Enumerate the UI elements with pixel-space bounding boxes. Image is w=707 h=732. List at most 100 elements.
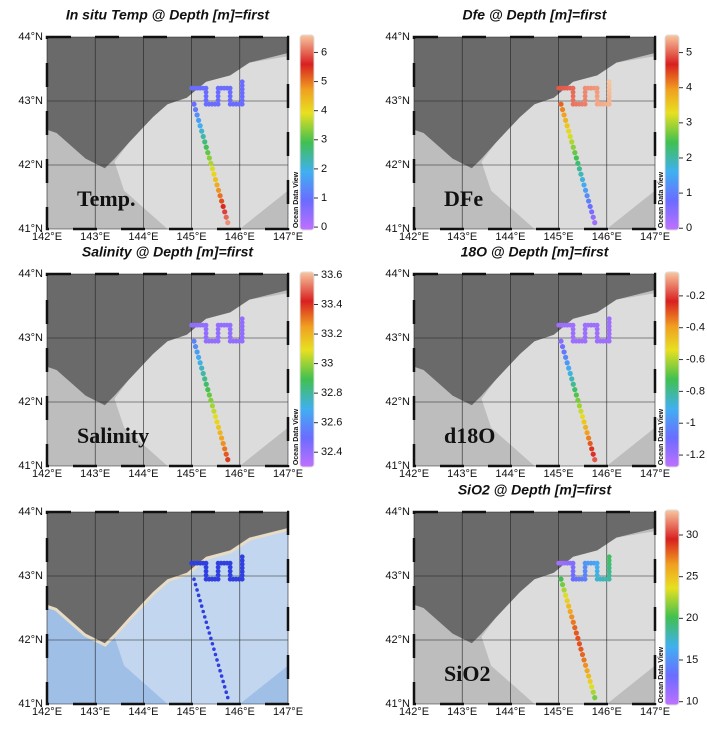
colorbar-tick-label: 32.4 [321, 446, 342, 458]
station [225, 220, 230, 225]
lat-tick-label: 43°N [18, 95, 43, 107]
colorbar [300, 35, 314, 230]
station [563, 355, 568, 360]
lon-tick-label: 143°E [80, 468, 110, 480]
lon-tick-label: 146°E [225, 468, 255, 480]
station [561, 587, 566, 592]
station [210, 403, 215, 408]
station [203, 615, 207, 619]
lon-tick-label: 143°E [80, 706, 110, 718]
station [592, 695, 597, 700]
lon-tick-label: 147°E [640, 706, 670, 718]
lon-tick-label: 145°E [544, 231, 574, 243]
colorbar-tick-label: 33.6 [321, 269, 342, 281]
station [218, 669, 222, 673]
lon-tick-label: 144°E [495, 231, 525, 243]
lat-tick-label: 43°N [385, 95, 410, 107]
station [571, 382, 576, 387]
lon-tick-label: 144°E [128, 706, 158, 718]
colorbar-tick-label: 2 [686, 152, 692, 164]
colorbar-tick-label: 32.8 [321, 387, 342, 399]
lon-tick-label: 144°E [128, 468, 158, 480]
station [202, 139, 207, 144]
station [211, 409, 216, 414]
station [211, 172, 216, 177]
odv-note: Ocean Data View [293, 408, 300, 465]
lon-tick-label: 146°E [592, 231, 622, 243]
station [217, 193, 222, 198]
colorbar-tick-label: 2 [321, 163, 327, 175]
panel-title: In situ Temp @ Depth [m]=first [66, 7, 271, 23]
station [588, 204, 593, 209]
lat-tick-label: 43°N [18, 570, 43, 582]
colorbar-tick-label: 0 [686, 222, 692, 234]
station [201, 371, 206, 376]
station [568, 371, 573, 376]
colorbar-tick-label: -0.4 [686, 322, 705, 334]
panel-label: DFe [444, 186, 483, 211]
station [589, 446, 594, 451]
lat-tick-label: 42°N [18, 634, 43, 646]
station [221, 680, 225, 684]
colorbar-tick-label: 1 [686, 187, 692, 199]
station [217, 664, 221, 668]
station [214, 653, 218, 657]
station [193, 107, 198, 112]
lat-tick-label: 41°N [385, 460, 410, 472]
station [194, 112, 199, 117]
lon-tick-label: 144°E [128, 231, 158, 243]
station [563, 593, 568, 598]
station [197, 594, 201, 598]
panel-label: d18O [444, 423, 495, 448]
station [592, 220, 597, 225]
lon-tick-label: 145°E [177, 468, 207, 480]
map: 142°E143°E144°E145°E146°E147°E44°N43°N42… [18, 506, 303, 718]
lon-tick-label: 146°E [592, 706, 622, 718]
panel-label: Salinity [77, 423, 149, 448]
station [208, 398, 213, 403]
colorbar-tick-label: 5 [686, 46, 692, 58]
station [240, 79, 245, 84]
map: 142°E143°E144°E145°E146°E147°E44°N43°N42… [18, 31, 303, 243]
station [586, 435, 591, 440]
station [607, 554, 612, 559]
colorbar-tick-label: 6 [321, 46, 327, 58]
station [581, 657, 586, 662]
station [194, 583, 198, 587]
station [607, 79, 612, 84]
lon-tick-label: 143°E [447, 706, 477, 718]
station [584, 668, 589, 673]
station [572, 625, 577, 630]
station [580, 414, 585, 419]
lon-tick-label: 146°E [592, 468, 622, 480]
station [199, 129, 204, 134]
colorbar-tick-label: 25 [686, 571, 698, 583]
station [571, 620, 576, 625]
station [191, 102, 196, 107]
station [575, 161, 580, 166]
station [565, 123, 570, 128]
station [568, 134, 573, 139]
colorbar-tick-label: 15 [686, 654, 698, 666]
station [205, 387, 210, 392]
station [607, 316, 612, 321]
station [217, 430, 222, 435]
lon-tick-label: 147°E [640, 231, 670, 243]
map: 142°E143°E144°E145°E146°E147°E44°N43°N42… [18, 268, 303, 480]
station [583, 188, 588, 193]
lon-tick-label: 144°E [495, 468, 525, 480]
station [592, 457, 597, 462]
station [586, 673, 591, 678]
station [581, 182, 586, 187]
lon-tick-label: 147°E [640, 468, 670, 480]
station [212, 647, 216, 651]
station [200, 604, 204, 608]
odv-note: Ocean Data View [293, 171, 300, 228]
station [225, 457, 230, 462]
colorbar-tick-label: -1 [686, 417, 696, 429]
station [204, 382, 209, 387]
station [569, 376, 574, 381]
station [584, 430, 589, 435]
lon-tick-label: 143°E [80, 231, 110, 243]
